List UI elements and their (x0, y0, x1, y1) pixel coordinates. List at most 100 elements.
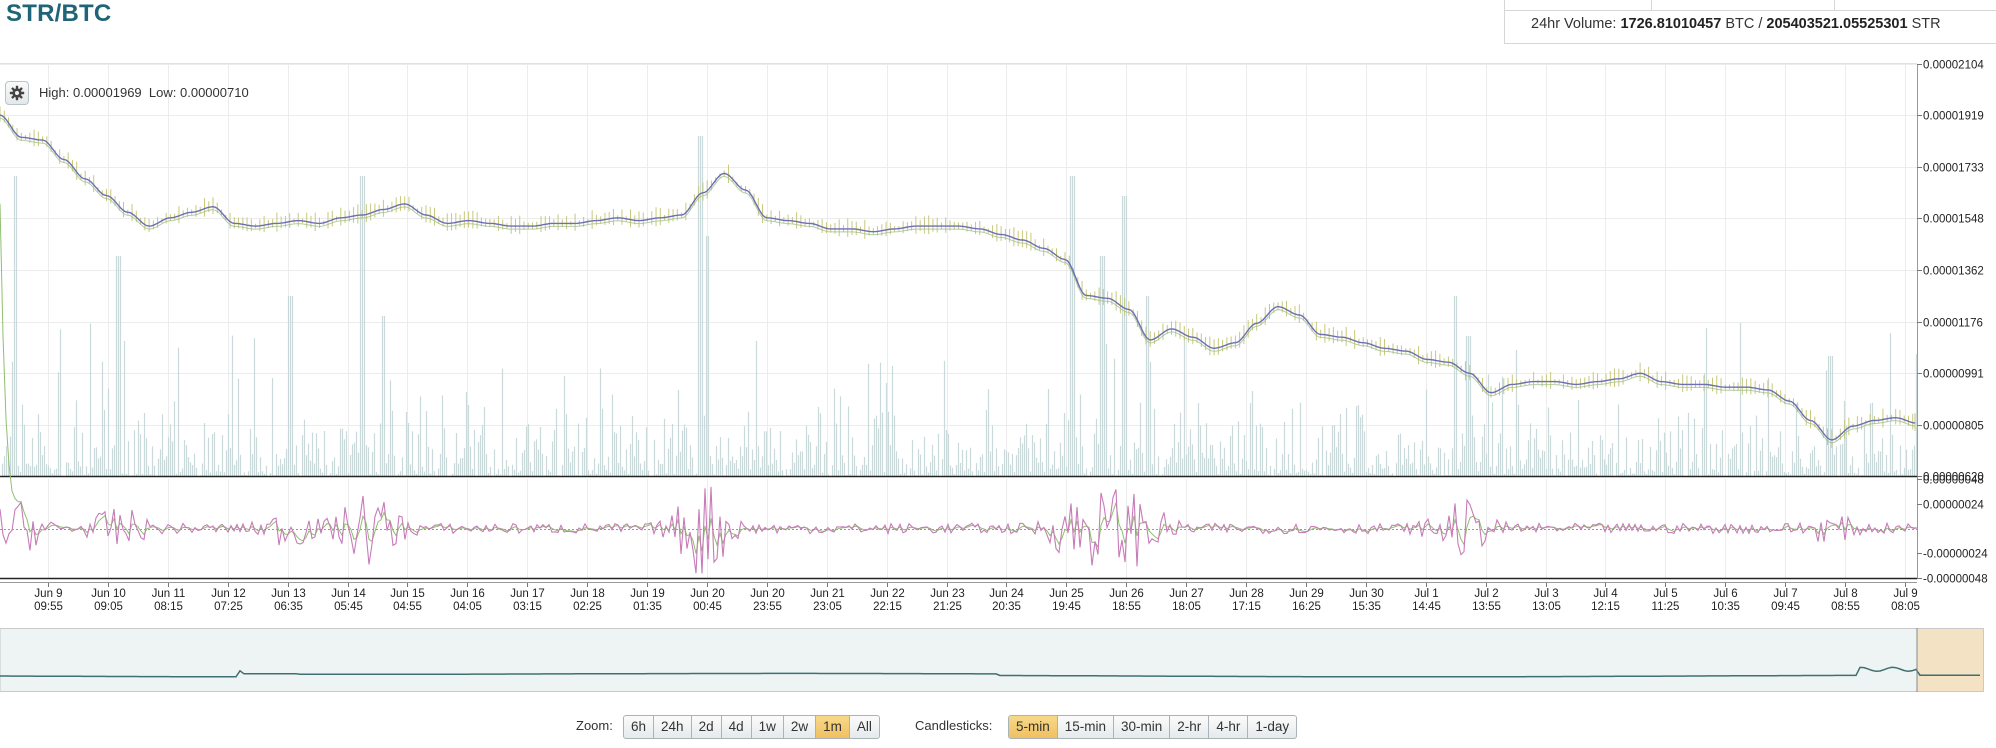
x-tick-label: Jun 14 (331, 588, 366, 600)
zoom-6h-button[interactable]: 6h (631, 719, 647, 734)
candle-30-min-button[interactable]: 30-min (1113, 716, 1169, 738)
zoom-button-group: 6h 24h 2d 4d 1w 2w 1m All (623, 715, 880, 739)
y-tick-label: 0.00000991 (1923, 369, 1984, 381)
high-label: High: (39, 85, 70, 100)
zoom-label: Zoom: (576, 718, 613, 733)
stats-rule (1505, 10, 1996, 11)
x-tick-label: 14:45 (1412, 601, 1441, 613)
x-tick-label: 12:15 (1591, 601, 1620, 613)
zoom-2d-button[interactable]: 2d (690, 716, 721, 738)
x-tick-label: Jul 1 (1414, 588, 1438, 600)
zoom-24h-button[interactable]: 24h (653, 716, 691, 738)
y-tick-label: 0.00001548 (1923, 214, 1984, 226)
macd-line (0, 486, 1918, 574)
x-tick-label: 03:15 (513, 601, 542, 613)
x-tick-label: Jun 13 (271, 588, 306, 600)
x-tick-label: Jun 26 (1109, 588, 1144, 600)
x-tick-label: Jun 23 (930, 588, 965, 600)
x-tick-label: 09:55 (34, 601, 63, 613)
y-tick-label: 0.00001919 (1923, 111, 1984, 123)
x-tick-label: 17:15 (1232, 601, 1261, 613)
y-tick-label: 0.00002104 (1923, 60, 1984, 72)
zoom-1m-button[interactable]: 1m (815, 716, 849, 738)
pair-title: STR/BTC (6, 0, 112, 27)
y-tick-label: 0.00000805 (1923, 421, 1984, 433)
low-value: 0.00000710 (180, 85, 249, 100)
x-tick-label: Jun 16 (450, 588, 485, 600)
x-tick-label: Jun 17 (510, 588, 545, 600)
x-tick-label: Jul 2 (1474, 588, 1498, 600)
volume-str: 205403521.05525301 (1766, 16, 1908, 32)
candle-5-min-button[interactable]: 5-min (1009, 716, 1057, 738)
chart-settings-button[interactable] (5, 81, 29, 105)
x-tick-label: Jun 12 (211, 588, 246, 600)
x-tick-label: 23:55 (753, 601, 782, 613)
y-tick-label: 0.00001176 (1923, 318, 1983, 330)
x-tick-label: Jul 4 (1593, 588, 1618, 600)
high-value: 0.00001969 (72, 85, 142, 100)
candle-1-day-button[interactable]: 1-day (1247, 716, 1296, 738)
zoom-1w-button[interactable]: 1w (750, 716, 783, 738)
x-tick-label: 16:25 (1292, 601, 1321, 613)
volume-line: 24hr Volume: 1726.81010457 BTC / 2054035… (1531, 16, 1941, 32)
x-tick-label: Jun 10 (91, 588, 126, 600)
moving-average-line (0, 117, 1916, 444)
x-tick-label: 04:55 (393, 601, 422, 613)
x-tick-label: Jul 8 (1833, 588, 1857, 600)
volume-separator: / (1758, 16, 1763, 32)
x-tick-label: 08:55 (1831, 601, 1860, 613)
x-tick-label: Jun 20 (690, 588, 725, 600)
x-tick-label: Jun 29 (1289, 588, 1324, 600)
x-tick-label: 20:35 (992, 601, 1021, 613)
x-tick-label: 02:25 (573, 601, 602, 613)
zoom-2w-button[interactable]: 2w (782, 716, 815, 738)
x-tick-label: Jun 28 (1229, 588, 1264, 600)
candlesticks-label: Candlesticks: (915, 718, 993, 733)
x-tick-label: Jun 24 (989, 588, 1024, 600)
x-tick-label: 08:15 (154, 601, 183, 613)
x-tick-label: 04:05 (453, 601, 482, 613)
x-tick-label: 06:35 (274, 601, 303, 613)
price-line (0, 114, 1916, 441)
y-tick-label: 0.00000620 (1923, 472, 1984, 484)
macd-y-tick-label: -0.00000024 (1923, 549, 1988, 561)
candle-4-hr-button[interactable]: 4-hr (1208, 716, 1247, 738)
x-tick-label: 08:05 (1891, 601, 1920, 613)
x-tick-label: Jun 30 (1349, 588, 1384, 600)
candle-2-hr-button[interactable]: 2-hr (1169, 716, 1208, 738)
navigator-selection (0, 629, 1917, 691)
macd-y-tick-label: 0.00000024 (1923, 500, 1984, 512)
x-tick-label: 01:35 (633, 601, 662, 613)
volume-btc-unit: BTC (1725, 16, 1755, 32)
x-tick-label: Jun 22 (870, 588, 905, 600)
navigator-line (0, 666, 1980, 678)
macd-signal-line (0, 203, 1918, 554)
gear-icon (9, 85, 25, 101)
x-tick-label: Jul 5 (1653, 588, 1677, 600)
x-tick-label: Jun 27 (1169, 588, 1204, 600)
x-tick-label: 09:45 (1771, 601, 1800, 613)
x-tick-label: 07:25 (214, 601, 243, 613)
x-tick-label: Jun 21 (810, 588, 845, 600)
x-tick-label: Jun 11 (152, 588, 186, 600)
x-tick-label: 21:25 (933, 601, 962, 613)
stats-divider (1834, 0, 1835, 10)
chart-controls-bar: Zoom: 6h 24h 2d 4d 1w 2w 1m All Candlesticks: 5… (0, 715, 1996, 739)
x-tick-label: 10:35 (1711, 601, 1740, 613)
x-tick-label: 15:35 (1352, 601, 1381, 613)
zoom-all-button[interactable]: All (848, 716, 879, 738)
x-tick-label: 22:15 (873, 601, 902, 613)
x-tick-label: 18:55 (1112, 601, 1141, 613)
zoom-4d-button[interactable]: 4d (720, 716, 751, 738)
volume-btc: 1726.81010457 (1620, 16, 1722, 32)
macd-y-tick-label: 0.00000048 (1923, 475, 1984, 487)
x-tick-label: Jul 3 (1534, 588, 1558, 600)
candle-15-min-button[interactable]: 15-min (1056, 716, 1113, 738)
x-tick-label: 09:05 (94, 601, 123, 613)
navigator-mask (1917, 629, 1983, 691)
high-low-readout: High: 0.00001969 Low: 0.00000710 (39, 85, 249, 100)
x-tick-label: 11:25 (1652, 601, 1680, 613)
macd-y-tick-label: -0.00000048 (1923, 574, 1988, 586)
x-tick-label: 23:05 (813, 601, 842, 613)
